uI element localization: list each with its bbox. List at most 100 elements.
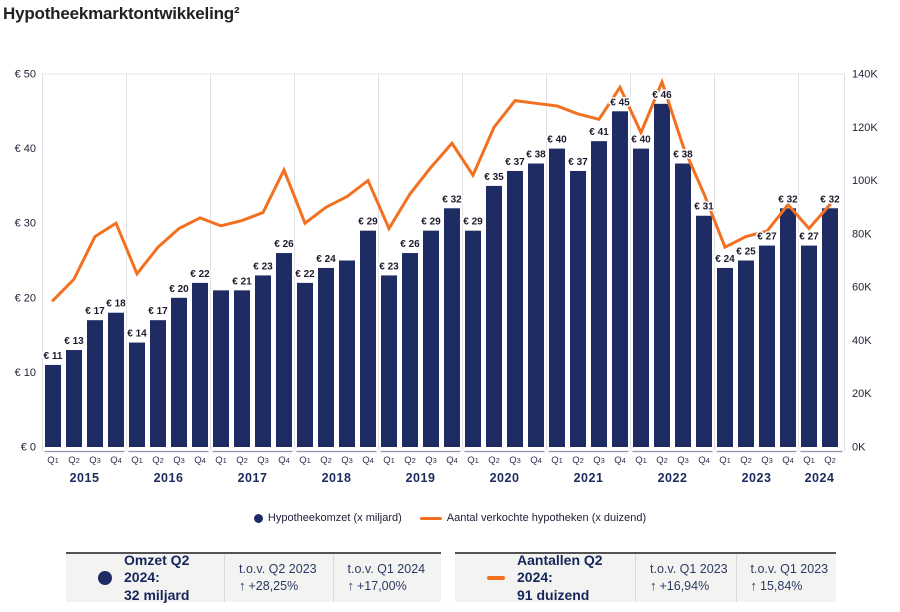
bar-value-label: € 11 [44, 351, 63, 362]
bar-q1-8 [213, 290, 229, 447]
bar-value-label: € 26 [400, 239, 420, 250]
year-label-2019: 2019 [406, 471, 436, 485]
bar-value-label: € 18 [106, 299, 126, 310]
quarter-label: Q2 [488, 455, 500, 466]
bar-series-dot-icon [253, 513, 263, 523]
line-series-dash-icon [487, 576, 505, 580]
bar-value-label: € 24 [316, 254, 336, 265]
bar-q2-1 [66, 350, 82, 447]
bar-q2-13 [318, 267, 334, 447]
year-label-2021: 2021 [574, 471, 604, 485]
bar-value-label: € 41 [589, 127, 609, 138]
bar-value-label: € 13 [64, 336, 84, 347]
bar-value-label: € 21 [232, 276, 252, 287]
stat-percentage: +28,25% [248, 578, 299, 593]
year-label-2015: 2015 [70, 471, 100, 485]
right-axis-tick: 40K [852, 335, 872, 347]
quarter-label: Q1 [47, 455, 59, 466]
line-series [51, 77, 832, 302]
right-axis-tick: 0K [852, 442, 866, 454]
legend-item-omzet: Hypotheekomzet (x miljard) [253, 512, 402, 524]
bar-value-label: € 32 [442, 194, 462, 205]
left-axis-tick: € 10 [15, 367, 36, 379]
quarter-label: Q2 [320, 455, 332, 466]
aantallen-panel-header: Aantallen Q2 2024: 91 duizend [455, 552, 635, 605]
quarter-label: Q3 [173, 455, 185, 466]
mortgage-combo-chart: € 11€ 13€ 17€ 18€ 14€ 17€ 20€ 22€ 21€ 23… [15, 69, 879, 486]
quarter-label: Q3 [89, 455, 101, 466]
quarter-label: Q2 [656, 455, 668, 466]
bar-q1-12 [297, 282, 313, 447]
bar-value-label: € 31 [694, 202, 714, 213]
bar-value-label: € 38 [673, 150, 693, 161]
quarter-label: Q1 [467, 455, 479, 466]
quarter-label: Q2 [824, 455, 836, 466]
bar-q1-16 [381, 275, 397, 447]
legend-bar-label: Hypotheekomzet (x miljard) [267, 512, 402, 524]
bar-q2-29 [654, 103, 670, 447]
bar-q1-20 [465, 230, 481, 447]
bar-value-label: € 45 [610, 97, 630, 108]
bar-q2-9 [234, 290, 250, 447]
quarter-label: Q4 [362, 455, 374, 466]
bar-q3-14 [339, 260, 355, 447]
bar-value-label: € 14 [127, 329, 147, 340]
stat-percentage: +17,00% [357, 578, 407, 593]
bar-value-label: € 26 [274, 239, 294, 250]
stat-reference: t.o.v. Q2 2023 [239, 562, 317, 577]
aantallen-title-line2: 91 duizend [517, 586, 590, 603]
bar-value-label: € 23 [253, 261, 273, 272]
bar-value-label: € 46 [652, 90, 672, 101]
right-axis-tick: 80K [852, 228, 872, 240]
omzet-stat-vs-q1-2024: t.o.v. Q1 2024 ↑ +17,00% [332, 554, 442, 602]
aantallen-stat-vs-q1-2023-a: t.o.v. Q1 2023 ↑ +16,94% [635, 554, 736, 602]
bar-value-label: € 17 [85, 306, 105, 317]
bar-q3-2 [87, 320, 103, 447]
year-label-2023: 2023 [742, 471, 772, 485]
quarter-label: Q2 [740, 455, 752, 466]
bar-q2-37 [822, 208, 838, 447]
quarter-label: Q1 [299, 455, 311, 466]
bar-value-label: € 20 [169, 284, 189, 295]
quarter-label: Q1 [131, 455, 143, 466]
quarter-label: Q1 [215, 455, 227, 466]
quarter-label: Q2 [236, 455, 248, 466]
quarter-label: Q1 [635, 455, 647, 466]
aantallen-stat-vs-q1-2023-b: t.o.v. Q1 2023 ↑ 15,84% [735, 554, 837, 602]
right-axis-tick: 20K [852, 388, 872, 400]
year-label-2024: 2024 [805, 471, 835, 485]
stat-value: ↑ +17,00% [348, 578, 442, 595]
bar-value-label: € 27 [799, 232, 819, 243]
bar-q4-3 [108, 312, 124, 447]
year-label-2018: 2018 [322, 471, 352, 485]
bar-q4-15 [360, 230, 376, 447]
quarter-label: Q4 [698, 455, 710, 466]
right-axis-tick: 100K [852, 175, 878, 187]
line-series-dash-icon [419, 516, 442, 520]
bar-q4-7 [192, 282, 208, 447]
year-label-2022: 2022 [658, 471, 688, 485]
quarter-label: Q4 [614, 455, 626, 466]
quarter-label: Q1 [719, 455, 731, 466]
quarter-label: Q2 [152, 455, 164, 466]
bar-q1-24 [549, 148, 565, 447]
quarter-label: Q2 [68, 455, 80, 466]
year-label-2016: 2016 [154, 471, 184, 485]
year-label-2020: 2020 [490, 471, 520, 485]
bar-q2-33 [738, 260, 754, 447]
bar-value-label: € 29 [421, 217, 441, 228]
stat-reference: t.o.v. Q1 2024 [347, 562, 426, 577]
quarter-label: Q3 [341, 455, 353, 466]
quarter-label: Q3 [593, 455, 605, 466]
stat-value: ↑ +28,25% [239, 578, 333, 595]
quarter-label: Q2 [572, 455, 584, 466]
left-axis-tick: € 0 [21, 442, 36, 454]
bar-q4-11 [276, 253, 292, 447]
bar-value-label: € 35 [484, 172, 504, 183]
bar-q1-32 [717, 267, 733, 447]
bar-q4-31 [696, 215, 712, 447]
aantallen-panel-title: Aantallen Q2 2024: 91 duizend [517, 552, 635, 605]
bar-q3-26 [591, 141, 607, 447]
bar-value-label: € 17 [148, 306, 168, 317]
